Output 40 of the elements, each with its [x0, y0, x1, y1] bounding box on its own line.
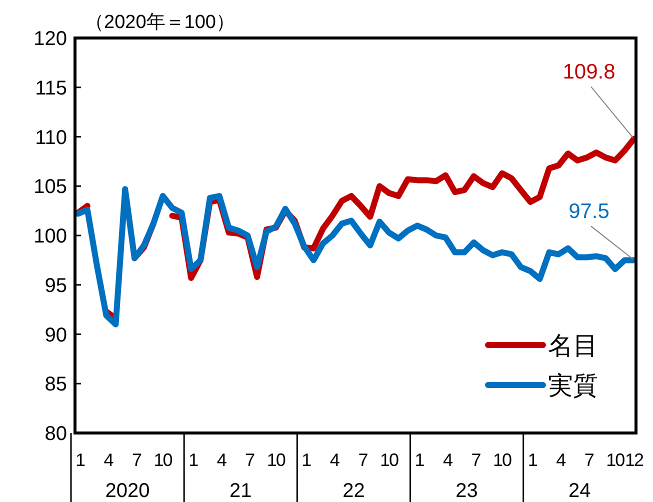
- x-tick-label: 12: [624, 450, 644, 470]
- y-tick-label: 100: [34, 226, 67, 248]
- x-tick-label: 4: [556, 450, 566, 470]
- x-tick-label: 10: [266, 450, 286, 470]
- x-tick-label: 1: [75, 450, 86, 470]
- y-tick-label: 105: [34, 176, 67, 198]
- data-label: 109.8: [562, 60, 616, 84]
- x-tick-label: 4: [104, 450, 114, 470]
- x-tick-label: 7: [358, 450, 368, 470]
- y-tick-label: 115: [35, 77, 67, 100]
- x-tick-label: 10: [606, 450, 626, 470]
- text: 22: [342, 480, 365, 502]
- y-tick-label: 120: [34, 28, 67, 50]
- chart-title: （2020年＝100）: [85, 12, 235, 33]
- text: 24: [568, 480, 591, 502]
- x-tick-label: 7: [471, 450, 482, 470]
- x-tick-label: 10: [380, 450, 399, 470]
- x-tick-label: 7: [132, 450, 142, 470]
- legend-label: 名目: [548, 332, 598, 360]
- x-tick-label: 4: [216, 450, 227, 470]
- x-tick-label: 4: [330, 450, 340, 470]
- y-tick-label: 110: [35, 126, 67, 149]
- x-tick-label: 10: [493, 450, 512, 470]
- y-tick-label: 95: [44, 274, 67, 297]
- legend-label: 実質: [548, 372, 598, 400]
- y-tick-label: 85: [44, 374, 67, 396]
- x-tick-label: 10: [154, 450, 173, 470]
- x-tick-label: 7: [584, 450, 594, 470]
- y-tick-label: 90: [44, 324, 67, 346]
- x-tick-label: 1: [414, 450, 425, 470]
- x-tick-label: 1: [528, 450, 538, 470]
- x-tick-label: 4: [443, 450, 454, 470]
- data-label: 97.5: [568, 200, 610, 224]
- x-tick-label: 7: [245, 450, 256, 470]
- text: 23: [456, 480, 478, 502]
- y-tick-label: 80: [44, 423, 67, 445]
- text: 21: [230, 480, 252, 502]
- x-tick-label: 1: [188, 450, 199, 470]
- x-tick-label: 1: [302, 450, 312, 470]
- text: 2020: [105, 480, 150, 502]
